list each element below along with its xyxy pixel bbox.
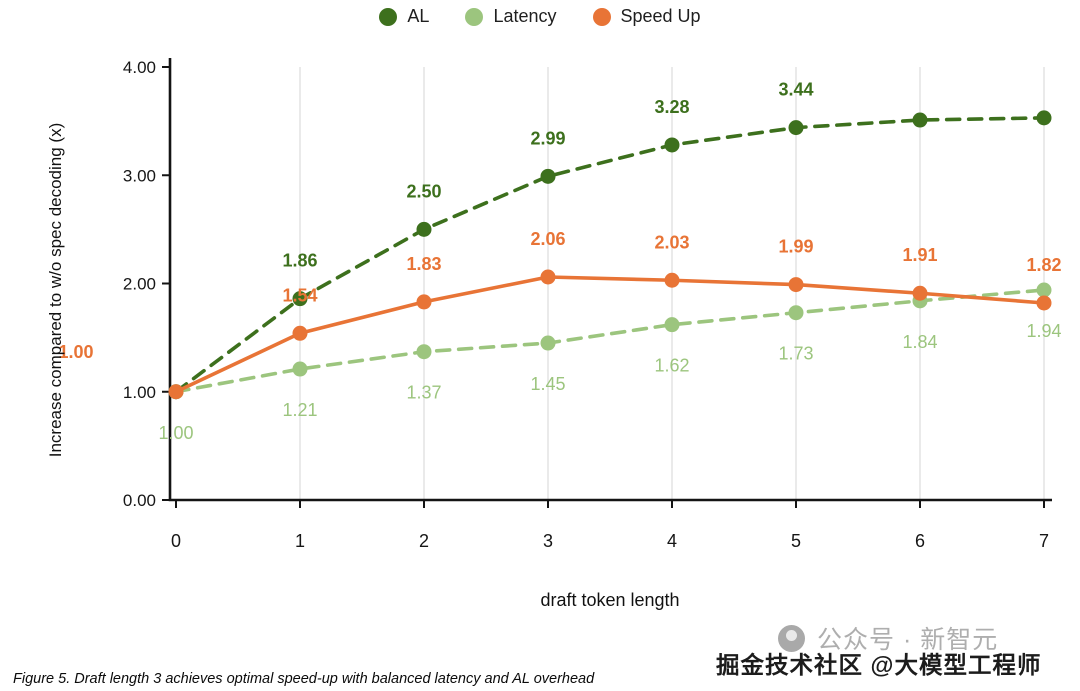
speed-up-value-label: 2.03 — [654, 232, 689, 252]
speed-up-value-label: 1.83 — [406, 254, 441, 274]
speed-up-marker — [416, 294, 432, 310]
latency-line — [174, 288, 1046, 394]
speed-up-marker — [168, 384, 184, 400]
y-tick-label: 4.00 — [123, 58, 156, 77]
al-marker — [912, 112, 928, 128]
latency-value-label: 1.73 — [778, 344, 813, 364]
speed-up-marker — [540, 269, 556, 285]
y-tick-label: 2.00 — [123, 275, 156, 294]
legend-marker-speedup-icon — [592, 7, 611, 26]
figure-caption: Figure 5. Draft length 3 achieves optima… — [13, 671, 595, 687]
al-marker — [292, 291, 308, 307]
al-value-label: 3.44 — [778, 80, 813, 100]
x-tick-label: 3 — [543, 531, 553, 551]
legend-label-speedup: Speed Up — [620, 6, 701, 26]
y-tick-label: 0.00 — [123, 491, 156, 510]
latency-value-label: 1.45 — [530, 374, 565, 394]
latency-marker — [1036, 282, 1052, 298]
x-tick-label: 2 — [419, 531, 429, 551]
al-value-label: 2.99 — [530, 128, 565, 148]
y-tick-label: 1.00 — [123, 383, 156, 402]
x-tick-label: 4 — [667, 531, 677, 551]
speed-up-marker — [788, 277, 804, 293]
x-tick-label: 7 — [1039, 531, 1049, 551]
y-axis-title: Increase compared to w/o spec decoding (… — [46, 122, 65, 458]
watermark-avatar-icon — [778, 624, 805, 652]
al-marker — [540, 168, 556, 184]
speed-up-value-label: 1.54 — [282, 285, 317, 305]
latency-marker — [416, 344, 432, 360]
x-tick-label: 1 — [295, 531, 305, 551]
latency-value-label: 1.37 — [406, 383, 441, 403]
latency-value-label: 1.21 — [282, 400, 317, 420]
speed-up-line — [174, 275, 1046, 394]
latency-marker — [292, 361, 308, 377]
x-tick-label: 5 — [791, 531, 801, 551]
speed-up-value-label: 1.82 — [1026, 255, 1061, 275]
legend-item-latency: Latency — [465, 6, 557, 27]
speed-up-value-label: 1.99 — [778, 237, 813, 257]
x-tick-label: 6 — [915, 531, 925, 551]
al-value-label: 2.50 — [406, 181, 441, 201]
legend-marker-latency-icon — [465, 7, 484, 26]
al-marker — [416, 221, 432, 237]
speed-up-value-label: 2.06 — [530, 229, 565, 249]
speed-up-marker — [912, 285, 928, 301]
latency-marker — [664, 317, 680, 333]
latency-value-label: 1.94 — [1026, 321, 1061, 341]
watermark-dark-text: 掘金技术社区 @大模型工程师 — [716, 652, 1042, 678]
legend-label-al: AL — [407, 6, 430, 26]
watermark-gray-text: 公众号 · 新智元 — [817, 626, 999, 654]
legend-item-speedup: Speed Up — [592, 6, 701, 27]
latency-marker — [540, 335, 556, 351]
speed-up-marker — [1036, 295, 1052, 311]
latency-value-label: 1.62 — [654, 356, 689, 376]
latency-value-label: 1.84 — [902, 332, 937, 352]
latency-value-label: 1.00 — [158, 423, 193, 443]
al-value-label: 1.86 — [282, 251, 317, 271]
watermark-avatar-lens-icon — [786, 629, 797, 641]
legend-label-latency: Latency — [493, 6, 557, 26]
al-marker — [664, 137, 680, 153]
al-value-label: 3.28 — [654, 97, 689, 117]
speed-up-value-label: 1.00 — [58, 342, 93, 362]
speed-up-marker — [292, 325, 308, 341]
legend-marker-al-icon — [379, 7, 398, 26]
legend-item-al: AL — [379, 6, 429, 27]
watermark-gray: 公众号 · 新智元 — [778, 620, 998, 656]
y-tick-label: 3.00 — [123, 166, 156, 185]
speed-up-marker — [664, 272, 680, 288]
chart-legend: AL Latency Speed Up — [0, 6, 1080, 27]
x-axis-title: draft token length — [540, 590, 680, 610]
speed-up-value-label: 1.91 — [902, 245, 937, 265]
al-marker — [788, 120, 804, 136]
latency-marker — [788, 305, 804, 321]
al-line — [174, 116, 1046, 394]
x-tick-label: 0 — [171, 531, 181, 551]
al-marker — [1036, 110, 1052, 126]
